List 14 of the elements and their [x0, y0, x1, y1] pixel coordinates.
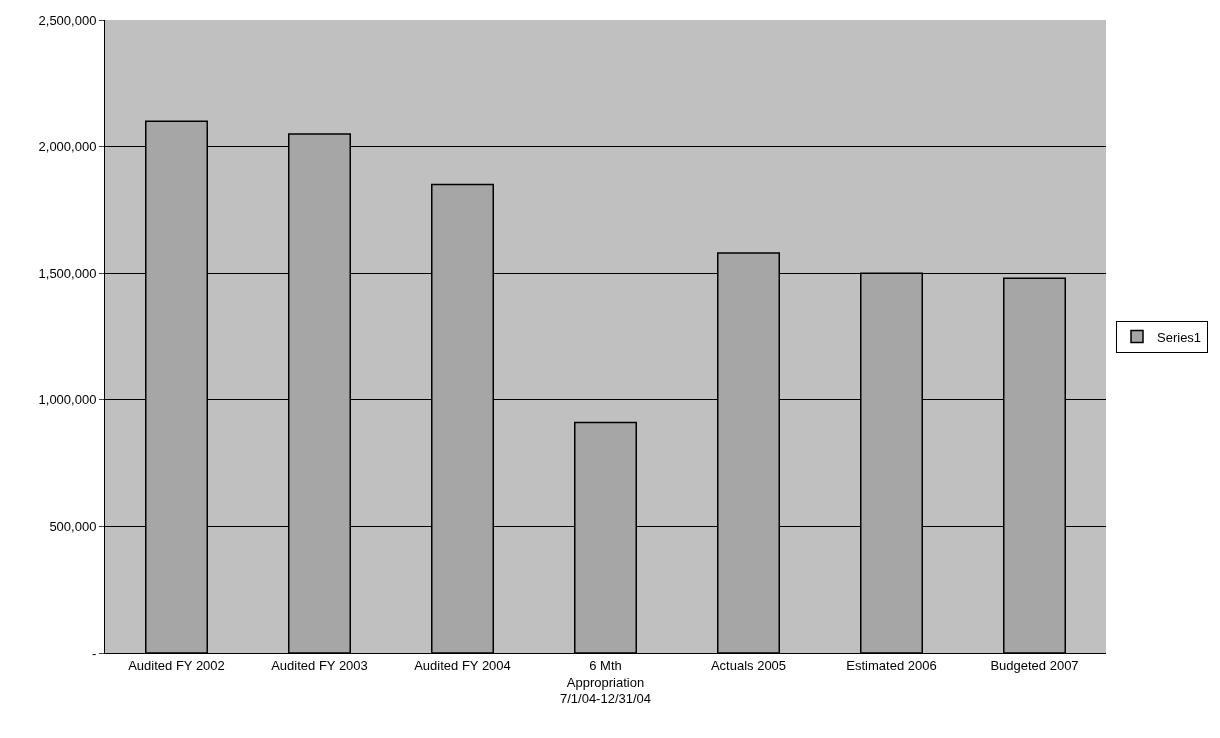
x-tick-label: Audited FY 2004	[414, 657, 511, 673]
x-tick-label: Actuals 2005	[710, 657, 787, 673]
y-tick-label: 500,000	[49, 518, 97, 534]
x-tick-label: Audited FY 2003	[271, 657, 368, 673]
y-tick-label: -	[92, 645, 97, 661]
x-tick-label: Estimated 2006	[846, 657, 937, 673]
x-tick-label: Budgeted 2007	[990, 657, 1079, 673]
x-tick-label: Audited FY 2002	[128, 657, 225, 673]
y-tick-label: 2,000,000	[38, 139, 97, 155]
legend-label: Series1	[1157, 329, 1202, 345]
y-tick-label: 1,000,000	[38, 392, 97, 408]
x-tick-label: 6 Mth Appropriation 7/1/04-12/31/04	[559, 657, 652, 707]
y-tick-label: 2,500,000	[38, 12, 97, 28]
y-tick-label: 1,500,000	[38, 265, 97, 281]
